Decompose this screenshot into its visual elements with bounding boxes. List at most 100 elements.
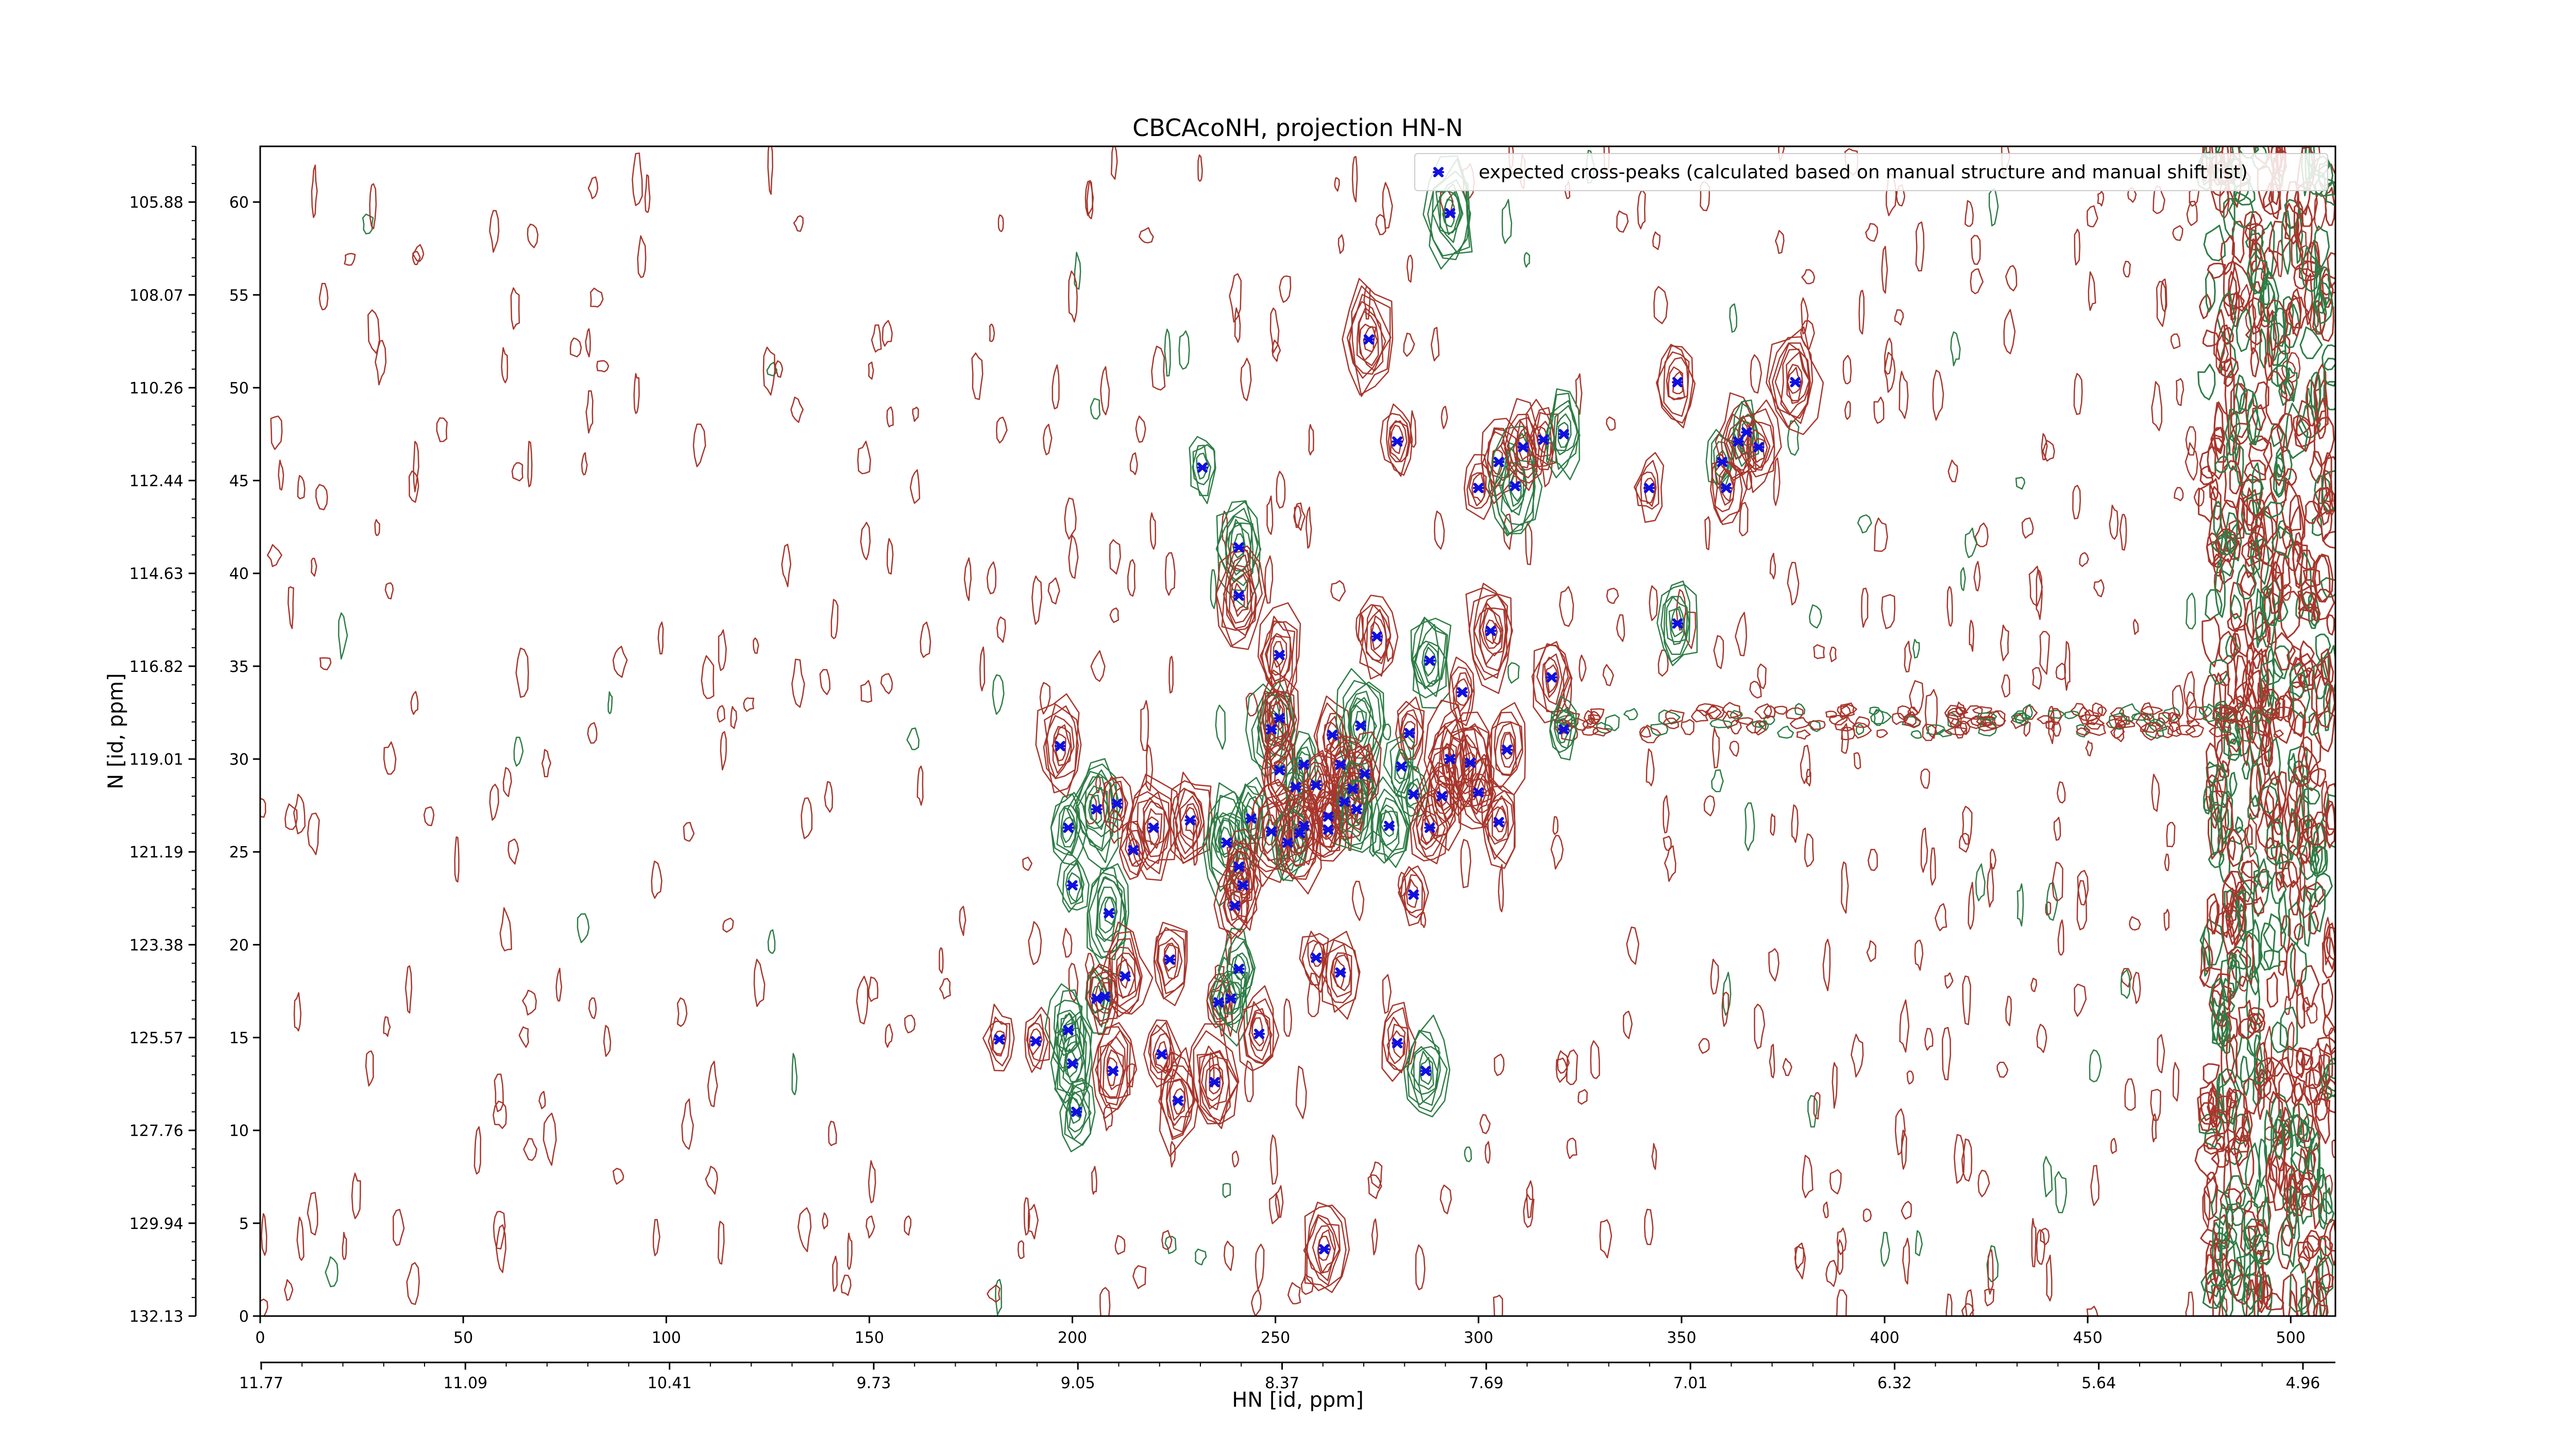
contour-line [1862,1208,1872,1223]
contour-line [1097,1026,1129,1110]
contour-line [1090,786,1109,830]
contour-line [2298,1177,2315,1196]
cross-peak-marker [1196,462,1208,473]
contour-line [1789,717,1810,730]
contour-line [822,1212,828,1229]
contour-line [1295,1065,1307,1119]
contour-line [406,1262,420,1305]
contour-line [2226,537,2241,560]
contour-line [1554,413,1572,456]
contour-line [2085,740,2093,756]
cross-peak-marker [1298,759,1310,770]
contour-line [2238,725,2253,742]
contour-line [2172,1062,2180,1102]
contour-line [1109,539,1121,575]
contour-line [1052,364,1060,410]
contour-line [1851,1034,1864,1077]
contour-line [1775,230,1785,254]
contour-line [1891,713,1905,725]
contour-line [1370,776,1411,864]
plot-frame [259,145,2336,1317]
contour-line [982,1003,1015,1072]
contour-line [2225,409,2238,456]
contour-line [2313,280,2333,325]
contour-line [2320,577,2335,598]
contour-line [2317,486,2331,526]
contour-line [1129,791,1170,874]
contour-line [1920,768,1930,789]
legend-entry-label: expected cross-peaks (calculated based o… [1479,162,2248,183]
contour-line [1899,999,1910,1053]
contour-line [2238,1000,2257,1039]
contour-line [1874,517,1888,552]
contour-line [2208,989,2222,1016]
contour-line [801,797,813,839]
contour-line [2216,324,2232,372]
contour-line [2170,333,2181,349]
contour-line [1126,773,1182,881]
contour-line [502,767,512,797]
contour-line [1982,711,2006,729]
contour-line [1250,1289,1262,1316]
cross-peak-marker [1274,765,1285,776]
contour-line [2216,717,2232,733]
contour-line [413,441,419,493]
contour-line [1351,156,1358,203]
contour-line [2205,589,2223,621]
contour-line [2306,1266,2319,1316]
contour-line [2287,753,2297,784]
contour-line [1545,388,1580,480]
contour-line [261,1213,267,1256]
contour-line [1029,1028,1043,1055]
contour-line [2220,234,2235,275]
contour-line [1224,889,1243,926]
contour-line [1555,1057,1568,1083]
contour-line [1348,697,1377,759]
contour-line [1349,301,1386,375]
contour-line [2259,649,2269,709]
contour-line [284,803,298,830]
cross-peak-marker [1509,481,1521,492]
contour-line [2183,671,2195,709]
contour-line [1926,724,1945,735]
contour-line [1972,706,1992,715]
contour-line [2278,961,2286,976]
y-index-tick-label: 5 [239,1215,249,1233]
contour-line [1768,336,1814,428]
contour-line [971,352,984,400]
contour-line [1406,778,1422,817]
cross-peak-marker [1403,728,1415,738]
contour-line [1026,1022,1045,1062]
contour-line [996,416,1008,444]
contour-line [831,599,839,639]
contour-line [1269,307,1280,353]
contour-line [2151,1113,2157,1142]
contour-line [2259,1250,2270,1266]
contour-line [1802,1154,1814,1199]
contour-line [1914,939,1924,971]
contour-line [2016,883,2024,927]
contour-line [1852,722,1872,739]
cross-peak-marker [1091,993,1103,1004]
cross-peak-marker [1213,997,1225,1008]
contour-line [1854,716,1870,728]
contour-line [1196,452,1210,480]
contour-line [1724,413,1753,476]
contour-line [2045,901,2052,916]
x-index-tick-label: 300 [1464,1329,1493,1347]
x-index-tick-label: 100 [652,1329,681,1347]
contour-line [989,323,995,342]
contour-line [2167,722,2182,737]
contour-line [1657,344,1696,424]
contour-line [1489,721,1523,789]
contour-line [2088,271,2096,311]
contour-line [1369,830,1381,857]
contour-line [2205,1254,2215,1285]
contour-line [2306,881,2325,907]
contour-line [1880,1232,1890,1267]
contour-line [1523,1193,1535,1228]
contour-line [2166,822,2176,848]
contour-line [1451,666,1472,722]
contour-line [2005,996,2012,1026]
cross-peak-marker [1071,1106,1082,1117]
